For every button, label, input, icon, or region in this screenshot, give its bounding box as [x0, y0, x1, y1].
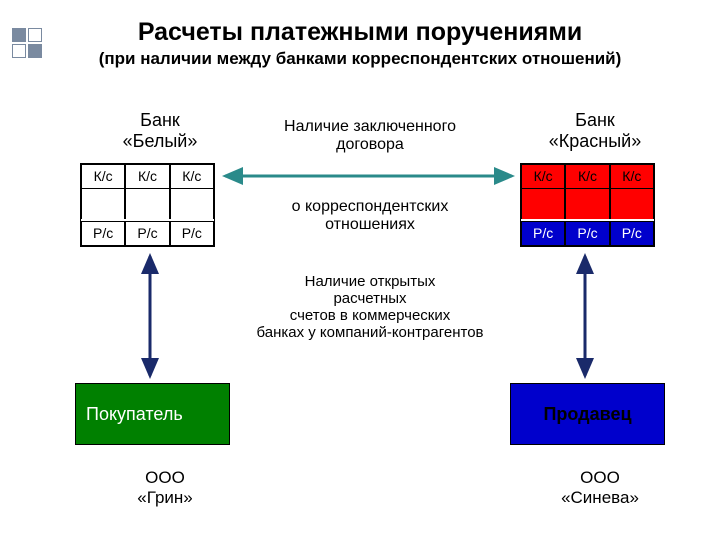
company-right-label: ООО«Синева»	[530, 468, 670, 508]
cell-pc: Р/с	[565, 221, 609, 246]
buyer-label: Покупатель	[86, 404, 183, 425]
subtitle: (при наличии между банками корреспондент…	[0, 49, 720, 69]
company-left-label: ООО«Грин»	[95, 468, 235, 508]
cell-pc: Р/с	[170, 221, 214, 246]
seller-label: Продавец	[543, 404, 631, 425]
cell-kc: К/с	[521, 164, 565, 189]
cell-kc: К/с	[170, 164, 214, 189]
accounts-label: Наличие открытыхрасчетныхсчетов в коммер…	[255, 273, 485, 341]
corr-label: о корреспондентскихотношениях	[260, 198, 480, 234]
decor-squares	[12, 28, 46, 58]
contract-label: Наличие заключенногодоговора	[260, 118, 480, 154]
bank-right-label: Банк«Красный»	[530, 110, 660, 152]
title: Расчеты платежными поручениями	[0, 18, 720, 47]
buyer-box: Покупатель	[75, 383, 230, 445]
table-right: К/с К/с К/с Р/с Р/с Р/с	[520, 163, 655, 247]
bank-left-label: Банк«Белый»	[95, 110, 225, 152]
cell-kc: К/с	[565, 164, 609, 189]
cell-pc: Р/с	[610, 221, 654, 246]
table-left: К/с К/с К/с Р/с Р/с Р/с	[80, 163, 215, 247]
seller-box: Продавец	[510, 383, 665, 445]
cell-kc: К/с	[610, 164, 654, 189]
cell-pc: Р/с	[125, 221, 169, 246]
cell-pc: Р/с	[521, 221, 565, 246]
cell-kc: К/с	[81, 164, 125, 189]
cell-pc: Р/с	[81, 221, 125, 246]
cell-kc: К/с	[125, 164, 169, 189]
